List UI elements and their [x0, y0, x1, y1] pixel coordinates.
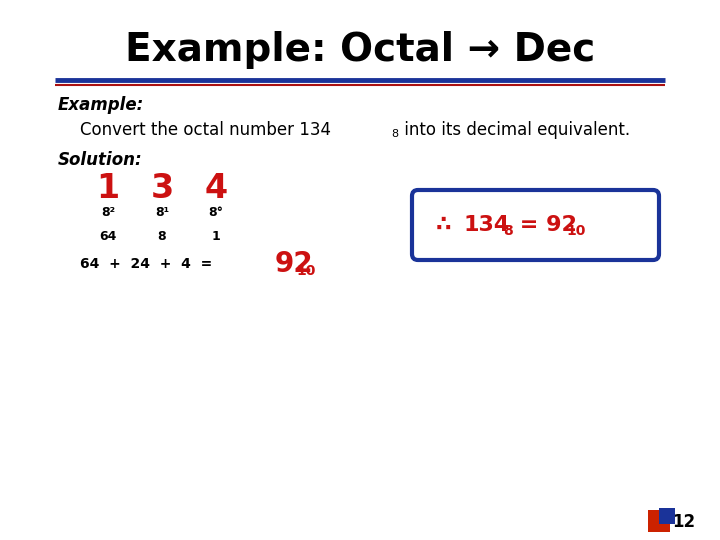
- Text: 12: 12: [672, 513, 695, 531]
- Text: Example:: Example:: [58, 96, 144, 114]
- Text: 8°: 8°: [209, 206, 223, 219]
- Text: 10: 10: [296, 264, 315, 278]
- Text: 8: 8: [503, 224, 513, 238]
- Text: 8²: 8²: [101, 206, 115, 219]
- Text: Solution:: Solution:: [58, 151, 143, 169]
- Text: 64  +  24  +  4  =: 64 + 24 + 4 =: [80, 257, 212, 271]
- Bar: [648, 510, 670, 532]
- Text: 3: 3: [150, 172, 174, 205]
- Text: = 92: = 92: [512, 215, 577, 235]
- Text: 8: 8: [158, 231, 166, 244]
- FancyBboxPatch shape: [412, 190, 659, 260]
- Text: Example: Octal → Dec: Example: Octal → Dec: [125, 31, 595, 69]
- Text: 10: 10: [566, 224, 585, 238]
- Text: 1: 1: [96, 172, 120, 205]
- Text: 8¹: 8¹: [155, 206, 169, 219]
- Text: 134: 134: [464, 215, 510, 235]
- Text: 92: 92: [275, 250, 314, 278]
- Text: 8: 8: [391, 129, 398, 139]
- Text: 4: 4: [204, 172, 228, 205]
- Text: ∴: ∴: [436, 215, 451, 235]
- Bar: [659, 508, 675, 524]
- Text: into its decimal equivalent.: into its decimal equivalent.: [399, 121, 630, 139]
- Text: 1: 1: [212, 231, 220, 244]
- Text: Convert the octal number 134: Convert the octal number 134: [80, 121, 331, 139]
- Text: 64: 64: [99, 231, 117, 244]
